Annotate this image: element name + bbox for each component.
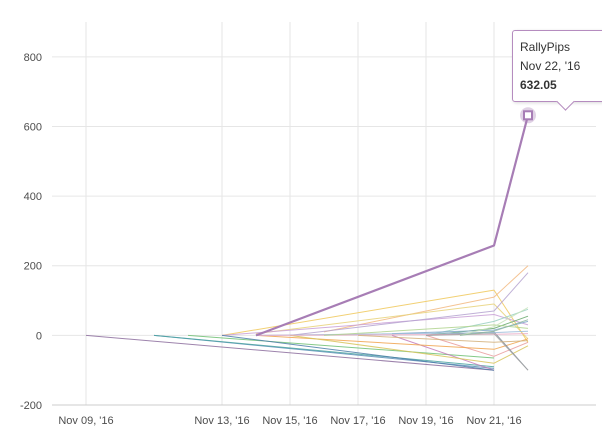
series-line [425,333,529,371]
series-line [187,334,495,359]
series-line [425,334,529,357]
series-line [391,334,495,371]
series-line [153,334,495,368]
x-tick-label: Nov 15, '16 [262,415,317,427]
y-tick-label: 800 [24,52,42,64]
tooltip-date: Nov 22, '16 [520,59,581,73]
series-line [85,334,495,371]
series-line [289,272,529,336]
x-tick-label: Nov 19, '16 [398,415,453,427]
series-line [323,265,529,333]
series-line [323,324,529,336]
y-tick-label: 600 [24,121,42,133]
series-line [221,314,529,336]
x-tick-label: Nov 21, '16 [466,415,521,427]
series-line [459,307,529,336]
series-line [255,334,529,350]
series-line [357,334,529,343]
x-tick-label: Nov 09, '16 [58,415,113,427]
series-line [459,319,529,336]
tooltip-value: 632.05 [520,78,557,92]
hover-marker [523,110,533,121]
y-tick-label: 400 [24,191,42,203]
series-line [221,334,495,371]
y-tick-label: -200 [20,400,42,412]
hover-tooltip: RallyPips Nov 22, '16 632.05 [512,30,602,111]
series-line [221,289,529,343]
series-line [391,320,529,335]
y-tick-label: 200 [24,261,42,273]
tooltip-series-name: RallyPips [520,40,571,54]
x-tick-label: Nov 13, '16 [194,415,249,427]
series-line-highlighted [255,115,530,337]
x-tick-label: Nov 17, '16 [330,415,385,427]
series-line [289,334,529,364]
y-tick-label: 0 [36,330,42,342]
